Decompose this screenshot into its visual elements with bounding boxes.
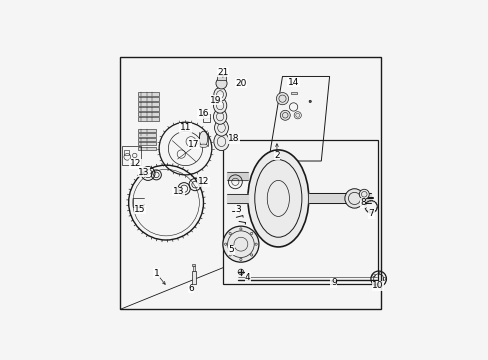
- Ellipse shape: [199, 144, 207, 148]
- Text: 9: 9: [330, 279, 336, 288]
- Bar: [290, 92, 296, 94]
- Text: 13: 13: [172, 187, 184, 196]
- Text: 15: 15: [134, 205, 145, 214]
- Circle shape: [308, 100, 311, 103]
- Text: 10: 10: [372, 281, 383, 290]
- Circle shape: [276, 93, 288, 105]
- Text: 12: 12: [130, 159, 141, 168]
- Ellipse shape: [214, 120, 228, 136]
- Circle shape: [280, 110, 290, 120]
- Bar: [138, 92, 159, 96]
- Text: 4: 4: [244, 273, 250, 282]
- Ellipse shape: [213, 98, 226, 113]
- Bar: [138, 142, 156, 145]
- Ellipse shape: [216, 78, 226, 89]
- Bar: [138, 133, 156, 136]
- Bar: [216, 75, 226, 80]
- Circle shape: [359, 189, 368, 199]
- Text: 3: 3: [235, 205, 241, 214]
- Circle shape: [293, 112, 301, 119]
- Bar: [138, 129, 156, 132]
- Text: 20: 20: [235, 79, 246, 88]
- Bar: [202, 114, 210, 122]
- Circle shape: [344, 189, 364, 208]
- Bar: [191, 270, 196, 284]
- Text: 11: 11: [180, 123, 191, 132]
- Bar: [138, 102, 159, 106]
- Text: 18: 18: [228, 134, 239, 143]
- Bar: [138, 112, 159, 116]
- Bar: [193, 266, 194, 270]
- Bar: [122, 146, 141, 165]
- Bar: [138, 97, 159, 101]
- Ellipse shape: [213, 87, 226, 102]
- Text: 21: 21: [217, 68, 228, 77]
- Bar: [192, 264, 195, 266]
- Bar: [138, 147, 156, 150]
- Text: 13: 13: [138, 168, 149, 177]
- Text: 8: 8: [359, 198, 365, 207]
- Text: 19: 19: [210, 95, 221, 104]
- Ellipse shape: [213, 109, 226, 124]
- Text: 1: 1: [153, 269, 159, 278]
- Text: 14: 14: [287, 77, 299, 86]
- Ellipse shape: [213, 132, 229, 150]
- Circle shape: [223, 226, 259, 262]
- Ellipse shape: [199, 131, 207, 147]
- Bar: [138, 138, 156, 141]
- Bar: [138, 117, 159, 121]
- Text: 2: 2: [274, 151, 279, 160]
- Ellipse shape: [247, 150, 308, 247]
- Bar: [124, 150, 128, 155]
- Text: 16: 16: [197, 109, 209, 118]
- Bar: [138, 107, 159, 111]
- Text: 12: 12: [198, 177, 209, 186]
- Text: 17: 17: [188, 140, 199, 149]
- Text: 7: 7: [367, 209, 373, 218]
- Bar: [223, 140, 377, 284]
- Text: 6: 6: [188, 284, 194, 293]
- Text: 5: 5: [228, 245, 234, 254]
